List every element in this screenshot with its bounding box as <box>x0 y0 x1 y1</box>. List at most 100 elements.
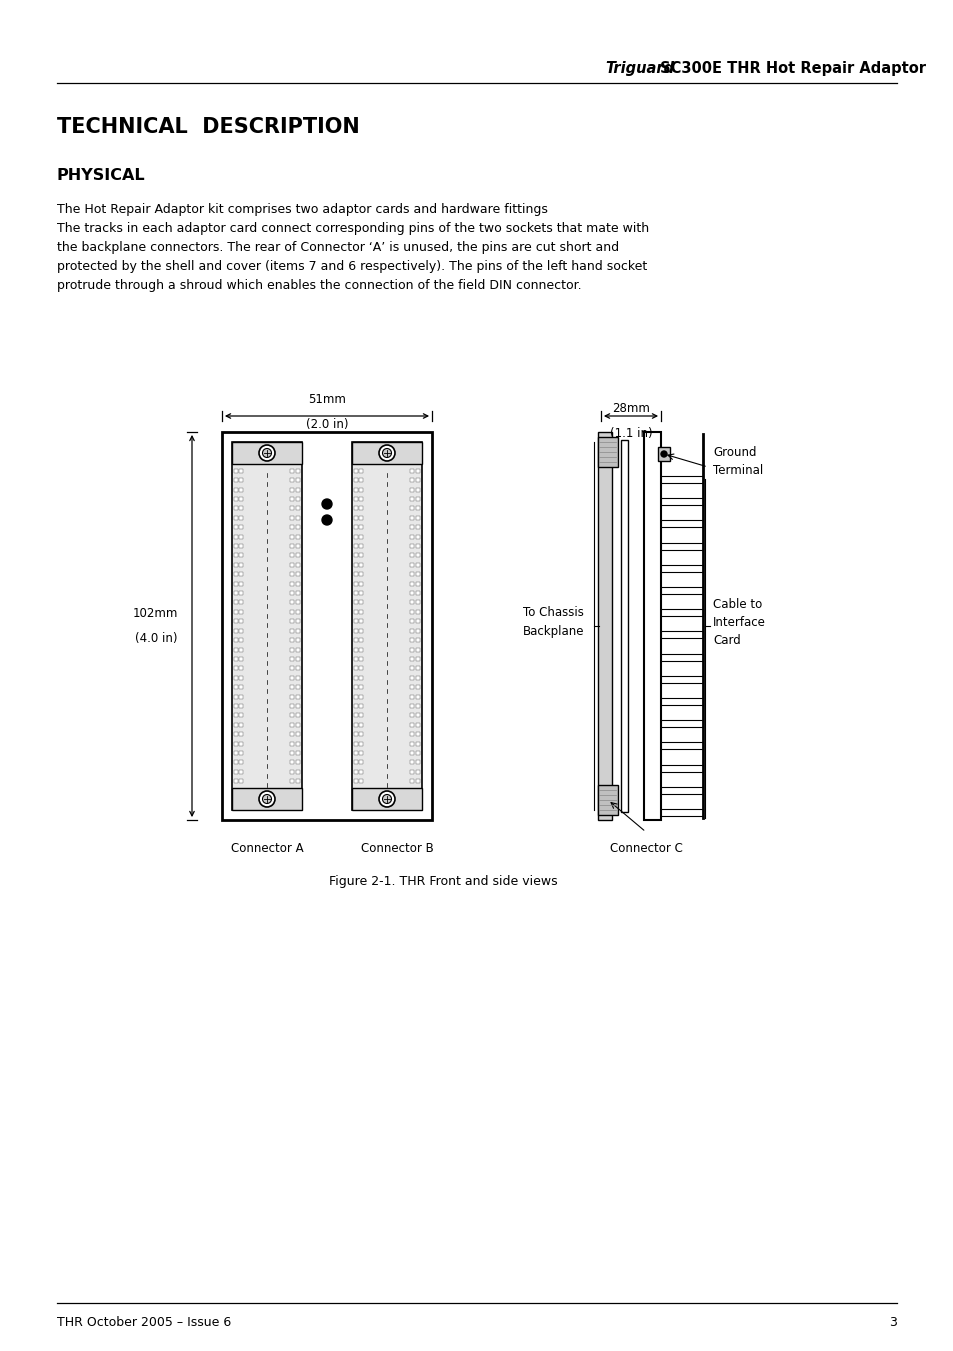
Bar <box>598 432 612 820</box>
Bar <box>233 563 237 567</box>
Bar <box>295 516 299 520</box>
Bar <box>416 657 419 661</box>
Bar <box>295 770 299 774</box>
Bar <box>233 666 237 670</box>
Bar <box>416 478 419 482</box>
Text: 3: 3 <box>888 1316 896 1329</box>
Bar <box>660 720 702 727</box>
Bar <box>233 554 237 558</box>
Bar <box>295 638 299 642</box>
Bar <box>291 488 294 492</box>
Bar <box>291 723 294 727</box>
Bar <box>354 497 357 501</box>
Bar <box>291 469 294 473</box>
Bar <box>291 554 294 558</box>
Bar <box>295 563 299 567</box>
Bar <box>239 497 243 501</box>
Bar <box>233 619 237 623</box>
Bar <box>416 751 419 755</box>
Bar <box>658 447 669 461</box>
Bar <box>354 761 357 765</box>
Bar <box>598 436 618 467</box>
Bar <box>239 723 243 727</box>
Bar <box>295 590 299 594</box>
Bar <box>354 723 357 727</box>
Bar <box>359 676 363 680</box>
Bar <box>295 497 299 501</box>
Bar <box>416 732 419 736</box>
Bar <box>359 666 363 670</box>
Bar <box>291 619 294 623</box>
Bar <box>233 685 237 689</box>
Circle shape <box>382 794 391 804</box>
Bar <box>354 770 357 774</box>
Bar <box>233 676 237 680</box>
Bar <box>239 535 243 539</box>
Bar <box>410 535 414 539</box>
Bar <box>291 544 294 549</box>
Bar <box>295 573 299 577</box>
Circle shape <box>322 499 332 509</box>
Bar <box>359 694 363 698</box>
Bar <box>359 770 363 774</box>
Bar <box>410 573 414 577</box>
Bar <box>354 573 357 577</box>
Bar <box>291 507 294 511</box>
Bar <box>291 666 294 670</box>
Circle shape <box>378 790 395 807</box>
Text: 51mm: 51mm <box>308 393 346 407</box>
Circle shape <box>322 515 332 526</box>
Bar <box>291 713 294 717</box>
Bar <box>354 704 357 708</box>
Bar <box>354 685 357 689</box>
Text: Connector A: Connector A <box>231 842 303 855</box>
Bar <box>359 609 363 613</box>
Bar <box>359 497 363 501</box>
Bar <box>354 628 357 632</box>
Text: 102mm: 102mm <box>132 607 178 620</box>
Bar <box>233 590 237 594</box>
Bar <box>295 780 299 784</box>
Bar <box>291 600 294 604</box>
Bar <box>295 526 299 530</box>
Bar <box>416 590 419 594</box>
Circle shape <box>262 449 272 458</box>
Text: TECHNICAL  DESCRIPTION: TECHNICAL DESCRIPTION <box>57 118 359 136</box>
Bar <box>359 507 363 511</box>
Bar <box>359 526 363 530</box>
Bar <box>660 765 702 771</box>
Bar <box>416 544 419 549</box>
Bar <box>233 780 237 784</box>
Bar <box>295 507 299 511</box>
Bar <box>354 563 357 567</box>
Bar <box>239 563 243 567</box>
Bar <box>410 770 414 774</box>
Bar <box>239 488 243 492</box>
Text: Ground
Terminal: Ground Terminal <box>712 446 762 477</box>
Bar <box>295 685 299 689</box>
Bar <box>354 742 357 746</box>
Bar <box>233 535 237 539</box>
Text: To Chassis
Backplane: To Chassis Backplane <box>522 607 583 638</box>
Text: PHYSICAL: PHYSICAL <box>57 168 146 182</box>
Bar <box>660 609 702 616</box>
Bar <box>359 544 363 549</box>
Bar <box>354 780 357 784</box>
Bar <box>233 742 237 746</box>
Bar <box>233 732 237 736</box>
Bar <box>660 499 702 505</box>
Bar <box>410 600 414 604</box>
Bar <box>359 628 363 632</box>
Bar <box>410 676 414 680</box>
Bar <box>359 573 363 577</box>
Bar <box>359 535 363 539</box>
Bar <box>295 761 299 765</box>
Bar <box>239 526 243 530</box>
Bar <box>660 520 702 527</box>
Bar <box>416 770 419 774</box>
Bar <box>359 619 363 623</box>
Bar <box>239 742 243 746</box>
Bar <box>291 704 294 708</box>
Bar <box>233 638 237 642</box>
Bar <box>352 442 421 811</box>
